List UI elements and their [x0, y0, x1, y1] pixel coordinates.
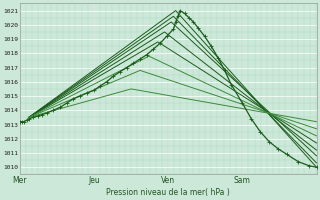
X-axis label: Pression niveau de la mer( hPa ): Pression niveau de la mer( hPa ) [106, 188, 230, 197]
